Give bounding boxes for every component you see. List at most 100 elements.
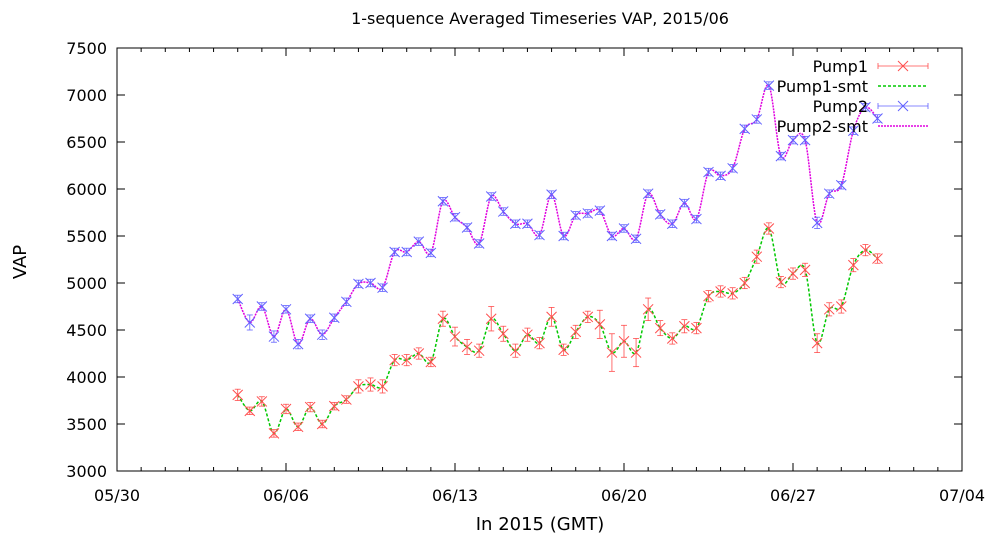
pump2-point	[425, 247, 437, 259]
pump1-point	[835, 301, 847, 312]
pump2-point	[292, 338, 304, 350]
pump2-point	[642, 188, 654, 200]
pump2-point	[304, 313, 316, 325]
pump1-point	[304, 401, 316, 413]
pump2-point	[328, 312, 340, 324]
pump1-point	[582, 311, 594, 323]
pump1-point	[618, 335, 630, 347]
pump2-point	[799, 134, 811, 146]
pump2-point	[510, 218, 521, 230]
y-tick-label: 6500	[66, 133, 107, 152]
pump1-point	[534, 337, 545, 349]
x-tick-label: 07/04	[939, 486, 985, 505]
pump2-point	[485, 191, 497, 202]
pump2-point	[775, 150, 787, 162]
pump1-point	[860, 244, 871, 256]
pump2-point	[872, 113, 883, 124]
pump2-point	[787, 134, 799, 146]
y-tick-label: 4500	[66, 321, 107, 340]
pump2-point	[341, 296, 352, 308]
x-tick-label: 06/06	[263, 486, 309, 505]
pump2-point	[739, 123, 751, 135]
pump2-point	[570, 209, 582, 221]
pump2-point	[232, 293, 244, 305]
pump1-point	[389, 354, 400, 366]
pump1-point	[292, 421, 304, 433]
pump1-point	[401, 354, 413, 366]
pump1-point	[546, 311, 557, 323]
pump2-point	[377, 282, 388, 294]
y-tick-label: 6000	[66, 180, 107, 199]
y-tick-label: 5000	[66, 274, 107, 293]
pump2-point	[715, 170, 726, 182]
pump2-point	[679, 197, 690, 209]
y-tick-label: 7000	[66, 86, 107, 105]
pump1-point	[377, 381, 388, 392]
pump2-point	[727, 162, 738, 174]
pump1-point	[485, 313, 497, 325]
x-tick-label: 06/13	[432, 486, 478, 505]
pump2-point	[497, 206, 509, 217]
pump1-point	[823, 303, 835, 315]
pump1-point	[449, 331, 461, 342]
y-tick-label: 4000	[66, 368, 107, 387]
x-tick-label: 05/30	[94, 486, 140, 505]
pump2-point	[389, 246, 400, 258]
pump1-point	[244, 405, 256, 417]
pump1-point	[799, 264, 811, 276]
plot-frame	[116, 47, 963, 472]
pump2-point	[654, 209, 666, 220]
chart-title: 1-sequence Averaged Timeseries VAP, 2015…	[351, 9, 729, 28]
pump2-point	[401, 246, 413, 258]
pump2-point	[594, 205, 606, 216]
pump2-point	[582, 208, 594, 219]
pump2-point	[473, 238, 485, 249]
y-tick-label: 3000	[66, 462, 107, 481]
pump2-point	[449, 211, 461, 223]
series-layer	[232, 80, 883, 439]
y-tick-label: 3500	[66, 415, 107, 434]
legend-swatch-marker	[897, 100, 909, 112]
pump2-point	[848, 125, 859, 137]
pump2-point	[268, 331, 280, 342]
y-tick-label: 7500	[66, 39, 107, 58]
x-tick-label: 06/27	[770, 486, 816, 505]
pump1-point	[328, 400, 340, 412]
pump1-point	[679, 320, 690, 332]
pump1-point	[703, 290, 714, 302]
pump1-point	[811, 337, 823, 349]
pump1-point	[715, 286, 726, 297]
x-tick-label: 06/20	[601, 486, 647, 505]
pump2-point	[606, 230, 618, 242]
pump2-point	[666, 218, 678, 230]
legend-swatch-marker	[897, 60, 909, 72]
pump2-point	[630, 233, 642, 245]
pump1-point	[316, 418, 328, 430]
pump1-point	[727, 287, 738, 299]
pump1-point	[642, 303, 654, 315]
pump1-point	[787, 268, 799, 279]
legend-label: Pump2	[813, 97, 868, 116]
pump2-point	[691, 213, 702, 225]
y-tick-label: 5500	[66, 227, 107, 246]
pump1-point	[558, 344, 569, 356]
pump2-point	[413, 236, 425, 247]
pump2-point	[316, 329, 328, 341]
pump1-point	[775, 276, 787, 288]
legend-label: Pump2-smt	[777, 117, 868, 136]
pump1-point	[606, 347, 618, 358]
pump1-point	[654, 322, 666, 334]
pump2-point	[365, 277, 376, 289]
pump1-point	[413, 348, 425, 359]
pump1-point	[570, 326, 582, 338]
pump1-point	[341, 394, 352, 405]
pump2-point	[618, 223, 630, 234]
pump2-point	[860, 101, 871, 113]
pump2-point	[256, 301, 268, 312]
pump1-point	[461, 341, 473, 353]
pump1-point	[280, 403, 292, 415]
pump1-point	[473, 345, 485, 357]
